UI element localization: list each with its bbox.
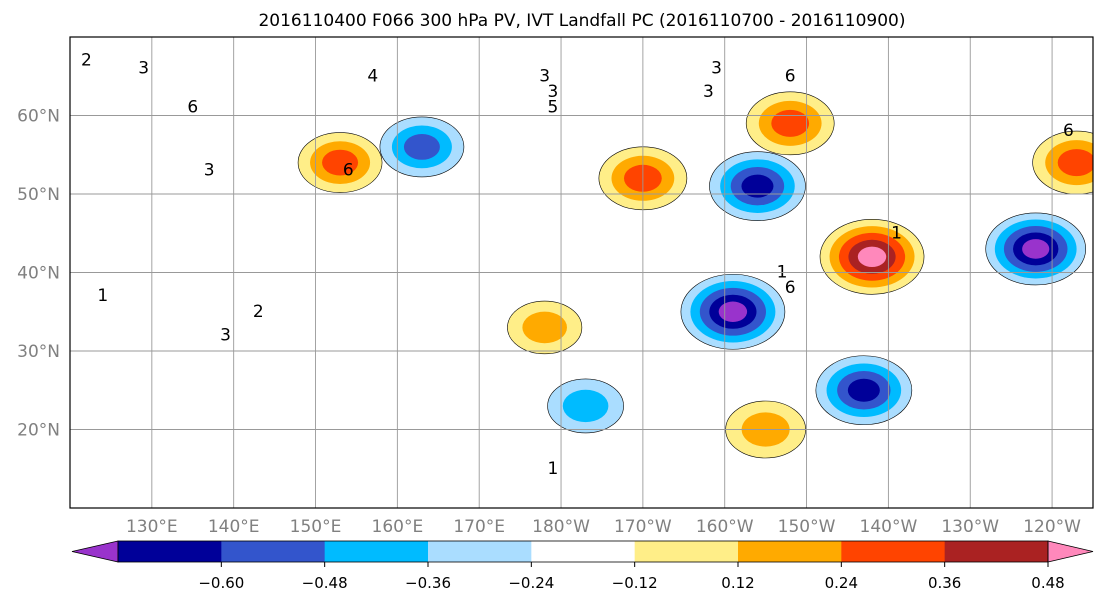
colorbar-tick-label: −0.48 <box>302 574 348 592</box>
colorbar-segment <box>944 541 1049 562</box>
lon-tick-label: 170°W <box>614 517 672 537</box>
colorbar-tick-label: −0.36 <box>405 574 451 592</box>
lat-tick-label: 20°N <box>17 421 60 441</box>
anomaly-region <box>985 212 1087 286</box>
lon-tick-label: 160°E <box>372 517 424 537</box>
anomaly-level-2 <box>771 109 810 137</box>
chart-title: 2016110400 F066 300 hPa PV, IVT Landfall… <box>258 11 905 31</box>
pv-contour-label: 2 <box>253 302 264 322</box>
lon-tick-label: 130°E <box>126 517 178 537</box>
anomaly-level-2 <box>1057 149 1093 177</box>
colorbar-tick-label: 0.12 <box>721 574 754 592</box>
colorbar-segment <box>221 541 326 562</box>
anomaly-level-4 <box>1022 239 1050 259</box>
anomaly-level-1 <box>562 389 609 423</box>
pv-contour-label: 3 <box>703 82 714 102</box>
anomaly-level-3 <box>847 378 880 402</box>
colorbar-tick-label: −0.24 <box>508 574 554 592</box>
pv-contour-label: 6 <box>1063 121 1074 141</box>
anomaly-region <box>547 378 624 434</box>
anomaly-level-2 <box>322 149 359 176</box>
colorbar-segment <box>841 541 946 562</box>
colorbar-tick-label: 0.36 <box>928 574 961 592</box>
lat-tick-label: 30°N <box>17 342 60 362</box>
lat-tick-label: 40°N <box>17 264 60 284</box>
pv-contour-label: 5 <box>547 98 558 118</box>
lon-tick-label: 180°W <box>532 517 590 537</box>
anomaly-region <box>819 218 925 295</box>
lon-tick-label: 150°E <box>290 517 342 537</box>
pv-contour-label: 1 <box>97 286 108 306</box>
colorbar-segment <box>324 541 429 562</box>
colorbar-tick-label: 0.24 <box>825 574 858 592</box>
map-axes: 130°E 140°E 150°E 160°E 170°E 180°W 170°W 160°W… <box>17 107 1081 538</box>
lon-tick-label: 140°W <box>860 517 918 537</box>
map-frame <box>69 36 1094 509</box>
lat-tick-label: 60°N <box>17 107 60 127</box>
pv-contour-label: 6 <box>785 66 796 86</box>
anomaly-region <box>815 355 913 426</box>
pv-contour-label: 4 <box>367 66 378 86</box>
pv-contour-label: 1 <box>891 223 902 243</box>
anomaly-level-4 <box>857 246 887 267</box>
anomaly-region <box>680 273 786 350</box>
lon-tick-label: 120°W <box>1023 517 1081 537</box>
lon-tick-label: 170°E <box>453 517 505 537</box>
anomaly-level-1 <box>522 311 567 344</box>
lon-tick-label: 130°W <box>941 517 999 537</box>
colorbar-segment <box>634 541 739 562</box>
anomaly-region <box>379 116 465 178</box>
pv-contour-label: 3 <box>711 58 722 78</box>
anomaly-region <box>709 151 806 221</box>
pv-contour-label: 3 <box>547 82 558 102</box>
lon-tick-label: 140°E <box>208 517 260 537</box>
colorbar: −0.60 −0.48 −0.36 −0.24 −0.12 0.12 0.24 0.36 0.4… <box>71 540 1094 592</box>
lat-tick-label: 50°N <box>17 185 60 205</box>
colorbar-segment <box>738 541 842 562</box>
colorbar-segment <box>428 541 532 562</box>
pv-contour-label: 3 <box>204 160 215 180</box>
colorbar-outline <box>117 540 1049 563</box>
anomaly-level-3 <box>741 174 774 198</box>
pv-contour-label: 6 <box>785 278 796 298</box>
lon-tick-label: 160°W <box>696 517 754 537</box>
anomaly-region <box>507 300 583 355</box>
colorbar-segment <box>118 541 222 562</box>
anomaly-level-4 <box>718 301 748 322</box>
colorbar-tick-label: −0.60 <box>198 574 244 592</box>
colorbar-tick-label: 0.48 <box>1031 574 1064 592</box>
anomaly-region <box>1032 130 1093 195</box>
pv-contour-label: 6 <box>343 160 354 180</box>
colorbar-extend-low <box>71 540 119 563</box>
pv-contour-label: 2 <box>81 51 92 71</box>
colorbar-segment <box>531 541 636 562</box>
pv-contour-label: 1 <box>547 459 558 479</box>
anomaly-region <box>297 132 383 193</box>
anomaly-region <box>745 91 835 156</box>
lon-tick-label: 150°W <box>778 517 836 537</box>
colorbar-tick-label: −0.12 <box>612 574 658 592</box>
anomaly-level-2 <box>403 134 440 160</box>
pv-contour-label: 3 <box>220 325 231 345</box>
colorbar-extend-high <box>1047 540 1094 563</box>
pv-contour-label: 6 <box>187 98 198 118</box>
pv-contour-label: 3 <box>138 58 149 78</box>
pv-contour-label: 3 <box>539 66 550 86</box>
